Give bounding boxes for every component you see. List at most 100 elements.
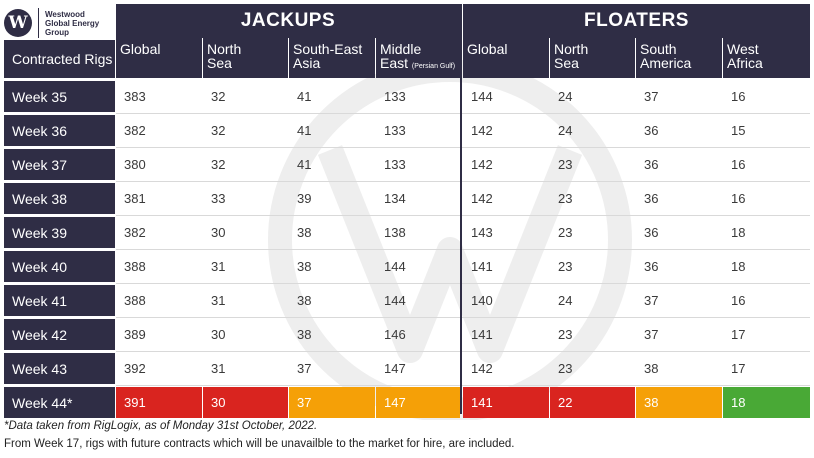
row-label: Week 37 (4, 149, 115, 180)
column-header-3: Middle East (Persian Gulf) (376, 38, 460, 78)
data-cell: 16 (731, 293, 746, 308)
data-cell: 141 (463, 387, 549, 418)
row-separator (116, 215, 810, 216)
data-cell: 24 (558, 89, 573, 104)
data-cell: 38 (297, 293, 312, 308)
data-cell: 22 (550, 387, 635, 418)
footnote-source: *Data taken from RigLogix, as of Monday … (4, 420, 318, 432)
data-cell: 32 (211, 157, 226, 172)
row-label: Week 36 (4, 115, 115, 146)
column-header-line1: Middle (380, 41, 422, 57)
column-header-line2-text: Africa (727, 55, 763, 71)
data-cell: 23 (558, 225, 573, 240)
data-cell: 18 (731, 225, 746, 240)
row-separator (116, 385, 810, 386)
data-cell: 24 (558, 293, 573, 308)
column-header-2: South-East Asia (289, 38, 375, 78)
row-separator (116, 147, 810, 148)
row-label: Week 44* (4, 387, 115, 418)
data-cell: 17 (731, 327, 746, 342)
row-separator (116, 113, 810, 114)
column-header-6: South America (636, 38, 722, 78)
data-cell: 391 (116, 387, 202, 418)
row-label: Week 41 (4, 285, 115, 316)
logo-divider (38, 8, 39, 38)
data-cell: 37 (644, 89, 659, 104)
column-header-line1: North (207, 41, 242, 57)
data-cell: 133 (384, 123, 406, 138)
data-cell: 38 (297, 327, 312, 342)
data-cell: 39 (297, 191, 312, 206)
data-cell: 37 (644, 327, 659, 342)
data-cell: 388 (124, 293, 146, 308)
row-label: Week 39 (4, 217, 115, 248)
data-cell: 41 (297, 123, 312, 138)
data-cell: 23 (558, 191, 573, 206)
data-cell: 138 (384, 225, 406, 240)
column-header-note: (Persian Gulf) (411, 63, 456, 70)
data-cell: 133 (384, 89, 406, 104)
data-cell: 32 (211, 89, 226, 104)
column-header-line2: Asia (293, 56, 375, 74)
data-cell: 144 (471, 89, 493, 104)
row-label: Week 43 (4, 353, 115, 384)
data-cell: 37 (289, 387, 375, 418)
data-cell: 133 (384, 157, 406, 172)
column-header-line2-text: East (380, 55, 412, 71)
data-cell: 381 (124, 191, 146, 206)
data-cell: 32 (211, 123, 226, 138)
data-cell: 144 (384, 293, 406, 308)
row-separator (116, 317, 810, 318)
data-cell: 16 (731, 191, 746, 206)
data-cell: 147 (376, 387, 460, 418)
footnote-week17: From Week 17, rigs with future contracts… (4, 438, 515, 450)
data-cell: 23 (558, 327, 573, 342)
data-cell: 16 (731, 89, 746, 104)
data-cell: 30 (203, 387, 288, 418)
row-separator (116, 283, 810, 284)
column-header-line2-text: America (640, 55, 692, 71)
data-cell: 17 (731, 361, 746, 376)
data-cell: 30 (211, 225, 226, 240)
row-separator (116, 181, 810, 182)
data-cell: 36 (644, 157, 659, 172)
data-cell: 388 (124, 259, 146, 274)
data-cell: 31 (211, 293, 226, 308)
jackups-header: JACKUPS (116, 4, 460, 38)
column-header-line2: America (640, 56, 722, 74)
data-cell: 141 (471, 259, 493, 274)
data-cell: 18 (723, 387, 810, 418)
column-header-1: North Sea (203, 38, 288, 78)
data-cell: 142 (471, 157, 493, 172)
data-cell: 382 (124, 225, 146, 240)
column-header-line1: North (554, 41, 589, 57)
data-cell: 18 (731, 259, 746, 274)
column-header-line1: Global (467, 41, 508, 57)
data-cell: 23 (558, 157, 573, 172)
column-header-line2: Sea (207, 56, 288, 74)
data-cell: 380 (124, 157, 146, 172)
data-cell: 41 (297, 157, 312, 172)
logo-line-1: Westwood (45, 9, 85, 19)
row-label: Week 40 (4, 251, 115, 282)
logo-line-2: Global Energy (45, 18, 100, 28)
column-header-0: Global (116, 38, 202, 78)
column-header-line1: South (640, 41, 677, 57)
row-separator (116, 249, 810, 250)
data-cell: 33 (211, 191, 226, 206)
group-divider (460, 4, 462, 414)
data-cell: 134 (384, 191, 406, 206)
data-cell: 38 (297, 225, 312, 240)
data-cell: 30 (211, 327, 226, 342)
column-header-line1: West (727, 41, 759, 57)
data-cell: 36 (644, 259, 659, 274)
column-header-line2-text: Sea (554, 55, 579, 71)
row-label: Week 42 (4, 319, 115, 350)
data-cell: 144 (384, 259, 406, 274)
data-cell: 23 (558, 361, 573, 376)
data-cell: 38 (636, 387, 722, 418)
westwood-logo: W Westwood Global Energy Group (4, 4, 112, 42)
row-separator (116, 351, 810, 352)
logo-mark: W (4, 9, 32, 37)
data-cell: 383 (124, 89, 146, 104)
